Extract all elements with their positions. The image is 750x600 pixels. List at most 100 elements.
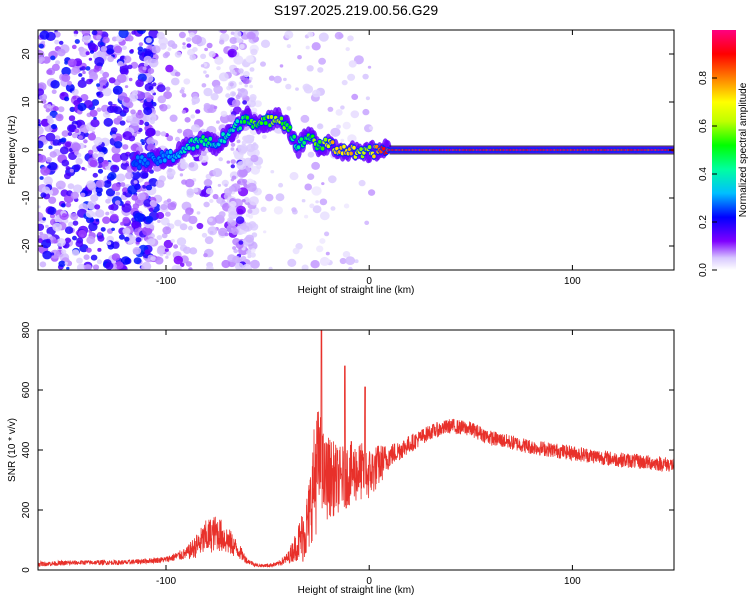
spectrogram-noise-cell bbox=[65, 202, 72, 208]
spectrogram-noise-cell bbox=[241, 263, 252, 270]
spectrogram-noise-cell bbox=[335, 109, 343, 116]
spectrogram-noise-cell bbox=[343, 203, 350, 209]
spectrogram-noise-cell bbox=[65, 166, 71, 170]
spectrogram-noise-cell bbox=[327, 106, 334, 112]
spectrogram-ridge-cell bbox=[367, 145, 372, 150]
spectrogram-noise-cell bbox=[347, 35, 354, 42]
spectrogram-noise-cell bbox=[67, 183, 75, 190]
spectrogram-noise-cell bbox=[262, 134, 267, 139]
spectrogram-noise-cell bbox=[364, 220, 370, 225]
spectrogram-noise-cell bbox=[73, 30, 79, 35]
snr-x-tick-label: -100 bbox=[156, 576, 176, 587]
spectrogram-noise-cell bbox=[111, 183, 121, 192]
spectrogram-noise-cell bbox=[121, 45, 127, 50]
spectrogram-noise-cell bbox=[84, 264, 92, 270]
spectrogram-noise-cell bbox=[147, 143, 156, 152]
spectrogram-noise-cell bbox=[225, 93, 231, 98]
spectrogram-noise-cell bbox=[188, 32, 195, 38]
spectrogram-noise-cell bbox=[67, 124, 76, 133]
spectrogram-noise-cell bbox=[156, 31, 165, 40]
spectrogram-noise-cell bbox=[167, 47, 172, 51]
spectrogram-noise-cell bbox=[245, 55, 254, 63]
spectrogram-noise-cell bbox=[97, 156, 104, 163]
spectrogram-noise-cell bbox=[249, 135, 255, 140]
spectrogram-noise-cell bbox=[60, 92, 65, 97]
spectrogram-noise-cell bbox=[238, 81, 243, 85]
spectrogram-noise-cell bbox=[120, 55, 125, 60]
spectrogram-noise-cell bbox=[260, 61, 266, 67]
spectrogram-noise-cell bbox=[191, 96, 200, 104]
spectrogram-noise-cell bbox=[46, 69, 53, 75]
spectrogram-noise-cell bbox=[97, 168, 104, 174]
spectrogram-noise-cell bbox=[85, 210, 95, 218]
spectrogram-noise-cell bbox=[122, 131, 133, 141]
colorbar-tick-label: 0.6 bbox=[698, 119, 709, 133]
spectrogram-noise-cell bbox=[227, 48, 237, 58]
spectrogram-noise-cell bbox=[350, 110, 360, 119]
spectrogram-noise-cell bbox=[319, 198, 328, 206]
spectrogram-noise-cell bbox=[108, 101, 113, 106]
spectrogram-noise-cell bbox=[254, 100, 262, 108]
spectrogram-noise-cell bbox=[95, 218, 100, 222]
spectrogram-noise-cell bbox=[90, 254, 98, 261]
spectrogram-noise-cell bbox=[229, 200, 237, 208]
spectrogram-noise-cell bbox=[217, 183, 222, 187]
spectrogram-noise-cell bbox=[102, 87, 112, 97]
spectrogram-noise-cell bbox=[96, 259, 102, 265]
spectrogram-noise-cell bbox=[201, 232, 208, 238]
spectrogram-noise-cell bbox=[342, 121, 351, 130]
spectrogram-noise-cell bbox=[130, 109, 136, 115]
spectrogram-noise-cell bbox=[250, 259, 260, 269]
spectrogram-noise-cell bbox=[260, 39, 271, 48]
spectrogram-noise-cell bbox=[324, 231, 330, 237]
spectrogram-noise-cell bbox=[230, 142, 236, 147]
spectrogram-noise-cell bbox=[179, 223, 188, 231]
spectrogram-noise-cell bbox=[83, 139, 88, 144]
spectrogram-noise-cell bbox=[250, 252, 256, 258]
spectrogram-ridge-cell bbox=[269, 115, 274, 119]
spectrogram-noise-cell bbox=[82, 70, 86, 75]
spectrogram-noise-cell bbox=[52, 139, 60, 146]
spectrogram-y-tick-label: 20 bbox=[21, 48, 32, 60]
spectrogram-noise-cell bbox=[156, 247, 165, 255]
spectrogram-noise-cell bbox=[287, 258, 297, 267]
spectrogram-noise-cell bbox=[340, 138, 345, 143]
spectrogram-noise-cell bbox=[135, 79, 144, 88]
spectrogram-noise-cell bbox=[137, 46, 144, 52]
spectrogram-noise-cell bbox=[362, 73, 369, 80]
spectrogram-noise-cell bbox=[230, 91, 236, 97]
spectrogram-noise-cell bbox=[204, 236, 214, 245]
spectrogram-noise-cell bbox=[118, 234, 125, 240]
snr-y-tick-label: 400 bbox=[21, 441, 32, 458]
spectrogram-noise-cell bbox=[96, 34, 102, 40]
spectrogram-x-tick-label: 100 bbox=[564, 276, 581, 287]
spectrogram-noise-cell bbox=[230, 178, 235, 182]
spectrogram-noise-cell bbox=[218, 72, 229, 82]
spectrogram-noise-cell bbox=[213, 85, 223, 94]
spectrogram-noise-cell bbox=[203, 253, 208, 258]
spectrogram-ridge-cell bbox=[235, 119, 240, 124]
spectrogram-ridge-cell bbox=[279, 116, 284, 121]
spectrogram-noise-cell bbox=[133, 180, 138, 184]
colorbar-tick-label: 0.4 bbox=[698, 167, 709, 181]
spectrogram-noise-cell bbox=[193, 187, 199, 193]
spectrogram-noise-cell bbox=[297, 55, 302, 60]
spectrogram-noise-cell bbox=[319, 256, 330, 266]
spectrogram-ridge-cell bbox=[320, 146, 325, 151]
spectrogram-x-ticks: -100 0 100 bbox=[156, 30, 581, 287]
spectrogram-noise-cell bbox=[87, 42, 96, 50]
figure-title: S197.2025.219.00.56.G29 bbox=[274, 2, 438, 18]
spectrogram-noise-cell bbox=[221, 199, 225, 203]
spectrogram-noise-cell bbox=[353, 55, 364, 65]
spectrogram-noise-cell bbox=[64, 226, 74, 234]
spectrogram-noise-cell bbox=[165, 64, 174, 73]
spectrogram-noise-cell bbox=[87, 133, 96, 141]
colorbar-ticks: 0.0 0.2 0.4 0.6 0.8 bbox=[698, 71, 717, 277]
spectrogram-noise-cell bbox=[133, 212, 145, 222]
spectrogram-noise-cell bbox=[49, 151, 57, 158]
spectrogram-y-tick-label: 10 bbox=[21, 96, 32, 108]
snr-y-ticks: 0 200 400 600 800 bbox=[21, 321, 674, 573]
spectrogram-noise-cell bbox=[75, 157, 83, 165]
snr-x-ticks: -100 0 100 bbox=[156, 330, 581, 587]
